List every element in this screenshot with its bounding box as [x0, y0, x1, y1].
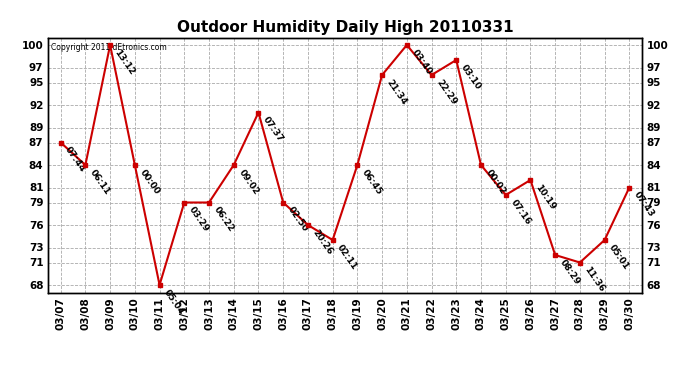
Text: 09:02: 09:02	[237, 168, 260, 196]
Text: 03:29: 03:29	[187, 205, 211, 234]
Text: 02:50: 02:50	[286, 205, 310, 234]
Text: 02:11: 02:11	[335, 243, 359, 271]
Text: 21:34: 21:34	[385, 78, 408, 106]
Text: 11:36: 11:36	[582, 265, 607, 294]
Text: 20:26: 20:26	[310, 228, 335, 256]
Text: 05:04: 05:04	[162, 288, 186, 316]
Text: 07:37: 07:37	[262, 115, 285, 144]
Text: 07:16: 07:16	[509, 198, 532, 226]
Text: 03:40: 03:40	[410, 48, 433, 76]
Text: 07:43: 07:43	[632, 190, 656, 219]
Title: Outdoor Humidity Daily High 20110331: Outdoor Humidity Daily High 20110331	[177, 20, 513, 35]
Text: 22:29: 22:29	[434, 78, 458, 106]
Text: 00:00: 00:00	[137, 168, 161, 196]
Text: 05:01: 05:01	[607, 243, 631, 271]
Text: 06:22: 06:22	[212, 205, 235, 234]
Text: 10:19: 10:19	[533, 183, 557, 212]
Text: 07:44: 07:44	[63, 145, 88, 174]
Text: 13:12: 13:12	[113, 48, 137, 76]
Text: 08:29: 08:29	[558, 258, 582, 286]
Text: 03:10: 03:10	[459, 63, 483, 91]
Text: 06:45: 06:45	[360, 168, 384, 196]
Text: 06:11: 06:11	[88, 168, 112, 196]
Text: 00:02: 00:02	[484, 168, 507, 196]
Text: Copyright 2011 dEtronics.com: Copyright 2011 dEtronics.com	[51, 43, 167, 52]
